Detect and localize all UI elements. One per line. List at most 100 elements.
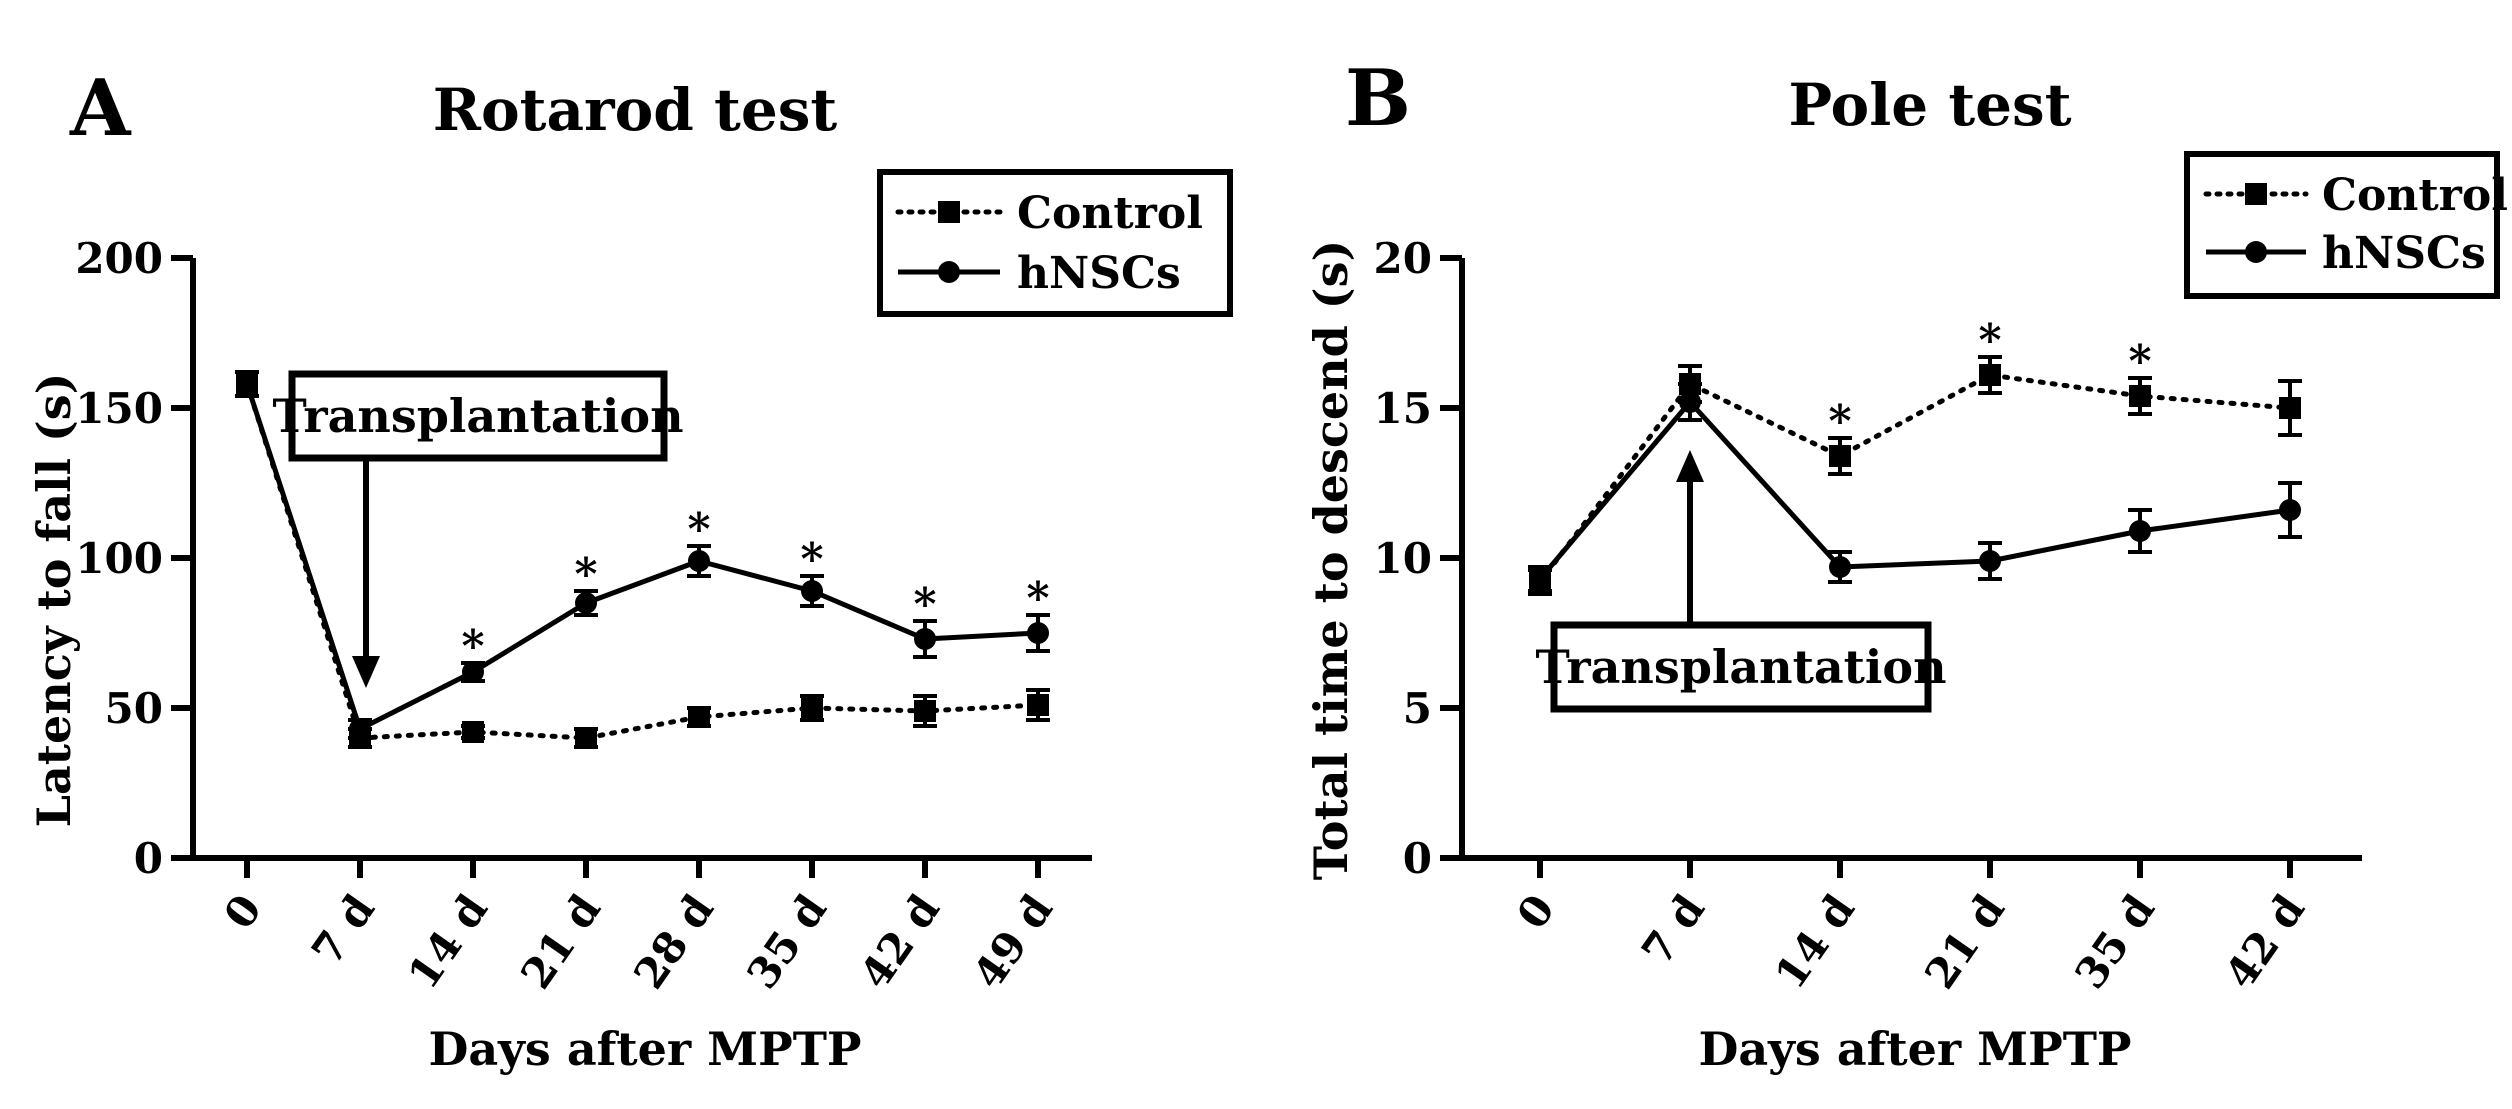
panel-a-y-ticks: 0 50 100 150 200 — [75, 234, 193, 883]
panel-b-x-ticks: 0 7 d 14 d 21 d 35 d 42 d — [1507, 858, 2314, 998]
panel-b-x-tick-label: 35 d — [2065, 886, 2164, 998]
panel-b-x-tick-label: 42 d — [2215, 886, 2314, 998]
panel-b-annotation-arrowhead — [1676, 450, 1704, 482]
panel-b-x-tick-label: 14 d — [1765, 886, 1864, 998]
panel-b-annotation-box — [1550, 621, 1932, 713]
panel-a-legend-control-label: Control — [1017, 188, 1203, 239]
panel-b-legend-hnscs-marker — [2245, 241, 2267, 263]
panel-b-legend-box — [2184, 151, 2500, 299]
panel-a-y-tick-label: 50 — [105, 684, 163, 733]
panel-a-y-tick-label: 200 — [75, 234, 163, 283]
panel-a-x-tick-label: 7 d — [302, 886, 384, 974]
panel-b-hnscs-series-point — [1529, 568, 1551, 590]
panel-a-title: Rotarod test — [433, 76, 838, 144]
panel-a-hnscs-series-point — [349, 718, 371, 740]
panel-a-x-tick-label: 42 d — [850, 886, 949, 998]
panel-a-significance-star: * — [461, 621, 484, 672]
panel-a-significance-star: * — [687, 504, 710, 555]
panel-a-y-axis-label: Latency to fall (s) — [27, 373, 81, 828]
panel-b-axes — [1459, 258, 2362, 861]
panel-a-control-series-point — [914, 700, 936, 722]
panel-b-hnscs-series-point — [1679, 391, 1701, 413]
panel-a-annotation-box — [288, 370, 668, 462]
panel-b-control-series-point — [1829, 445, 1851, 467]
panel-a-significance: * * * * * * — [461, 504, 1049, 672]
panel-a-hnscs-series-point — [462, 661, 484, 683]
panel-a-hnscs-series-line — [244, 383, 1039, 732]
panel-a-annotation-text: Transplantation — [272, 389, 683, 443]
panel-b-y-axis-label: Total time to descend (s) — [1304, 240, 1358, 880]
panel-b-significance-star: * — [1828, 396, 1851, 447]
panel-a-x-tick-label: 35 d — [737, 886, 836, 998]
panel-b-legend-control-label: Control — [2322, 170, 2508, 221]
panel-a-legend-hnscs-marker — [938, 261, 960, 283]
panel-b-transplantation-annotation: Transplantation — [1535, 450, 1947, 713]
panel-a-x-axis-label: Days after MPTP — [428, 1022, 861, 1076]
panel-b-control-series-point — [2279, 397, 2301, 419]
panel-b-hnscs-series-point — [2279, 499, 2301, 521]
panel-a-annotation-arrowhead — [352, 656, 380, 688]
panel-b-control-series-point — [2129, 385, 2151, 407]
panel-a-control-series-point — [462, 721, 484, 743]
panel-a-significance-star: * — [1026, 573, 1049, 624]
panel-b-y-tick-label: 10 — [1374, 534, 1432, 583]
panel-a-x-tick-label: 28 d — [624, 886, 723, 998]
panel-b-y-tick-label: 5 — [1403, 684, 1432, 733]
panel-b-control-series-line — [1537, 372, 2293, 585]
panel-a-legend-hnscs-label: hNSCs — [1017, 248, 1181, 299]
panel-a-hnscs-series-point — [575, 592, 597, 614]
panel-b-significance-star: * — [2128, 336, 2151, 387]
panel-a-control-series-point — [575, 727, 597, 749]
panel-b-legend: Control hNSCs — [2184, 151, 2508, 299]
panel-a-x-tick-label: 21 d — [511, 886, 610, 998]
panel-a-x-tick-label: 14 d — [398, 886, 497, 998]
panel-b-x-axis-label: Days after MPTP — [1698, 1022, 2131, 1076]
panel-b-significance-star: * — [1978, 315, 2001, 366]
panel-b-letter: B — [1345, 53, 1411, 144]
panel-a-series — [235, 370, 1050, 749]
panel-b-x-tick-label: 7 d — [1632, 886, 1714, 974]
panel-a-hnscs-series-point — [801, 580, 823, 602]
panel-a: A Rotarod test 0 50 100 150 200 0 7 d 14 d 21 d… — [27, 63, 1233, 1076]
panel-a-significance-star: * — [800, 534, 823, 585]
panel-b-legend-hnscs-label: hNSCs — [2322, 228, 2486, 279]
panel-a-significance-star: * — [913, 579, 936, 630]
panel-a-letter: A — [69, 63, 132, 154]
panel-a-hnscs-series-point — [688, 550, 710, 572]
panel-a-axes — [190, 258, 1092, 861]
panel-a-significance-star: * — [574, 549, 597, 600]
panel-a-hnscs-series-point — [236, 373, 258, 395]
panel-b-y-tick-label: 0 — [1403, 834, 1432, 883]
panel-b-y-tick-label: 20 — [1374, 234, 1432, 283]
panel-b-x-tick-label: 21 d — [1915, 886, 2014, 998]
panel-b-hnscs-series-point — [1979, 550, 2001, 572]
panel-a-control-series-point — [1027, 694, 1049, 716]
panel-a-x-ticks: 0 7 d 14 d 21 d 28 d 35 d 42 d 49 d — [214, 858, 1062, 998]
panel-b-annotation-text: Transplantation — [1535, 640, 1946, 694]
panel-b-control-series-point — [1979, 364, 2001, 386]
panel-a-x-tick-label: 49 d — [963, 886, 1062, 998]
panel-b-hnscs-series-line — [1538, 399, 2291, 581]
panel-b-significance: * * * — [1828, 315, 2151, 447]
panel-a-hnscs-series-point — [914, 628, 936, 650]
panel-a-legend: Control hNSCs — [877, 169, 1233, 317]
panel-a-y-tick-label: 150 — [75, 384, 163, 433]
panel-a-y-tick-label: 100 — [75, 534, 163, 583]
panel-b-x-tick-label: 0 — [1507, 886, 1564, 938]
panel-b-title: Pole test — [1788, 71, 2071, 139]
panel-a-x-tick-label: 0 — [214, 886, 271, 938]
panel-b: B Pole test 0 5 10 15 20 0 7 d 14 d 21 d 35 d 42 … — [1304, 53, 2508, 1076]
panel-b-hnscs-series-point — [2129, 520, 2151, 542]
panel-a-control-series-point — [688, 706, 710, 728]
panel-a-y-tick-label: 0 — [134, 834, 163, 883]
panel-b-series — [1528, 355, 2302, 596]
panel-b-y-ticks: 0 5 10 15 20 — [1374, 234, 1462, 883]
panel-a-hnscs-series-point — [1027, 622, 1049, 644]
panel-b-legend-control-marker — [2245, 183, 2267, 205]
panel-a-control-series-point — [801, 697, 823, 719]
panel-b-y-tick-label: 15 — [1374, 384, 1432, 433]
panel-a-legend-box — [877, 169, 1233, 317]
panel-a-legend-control-marker — [938, 201, 960, 223]
panel-a-transplantation-annotation: Transplantation — [272, 370, 684, 688]
